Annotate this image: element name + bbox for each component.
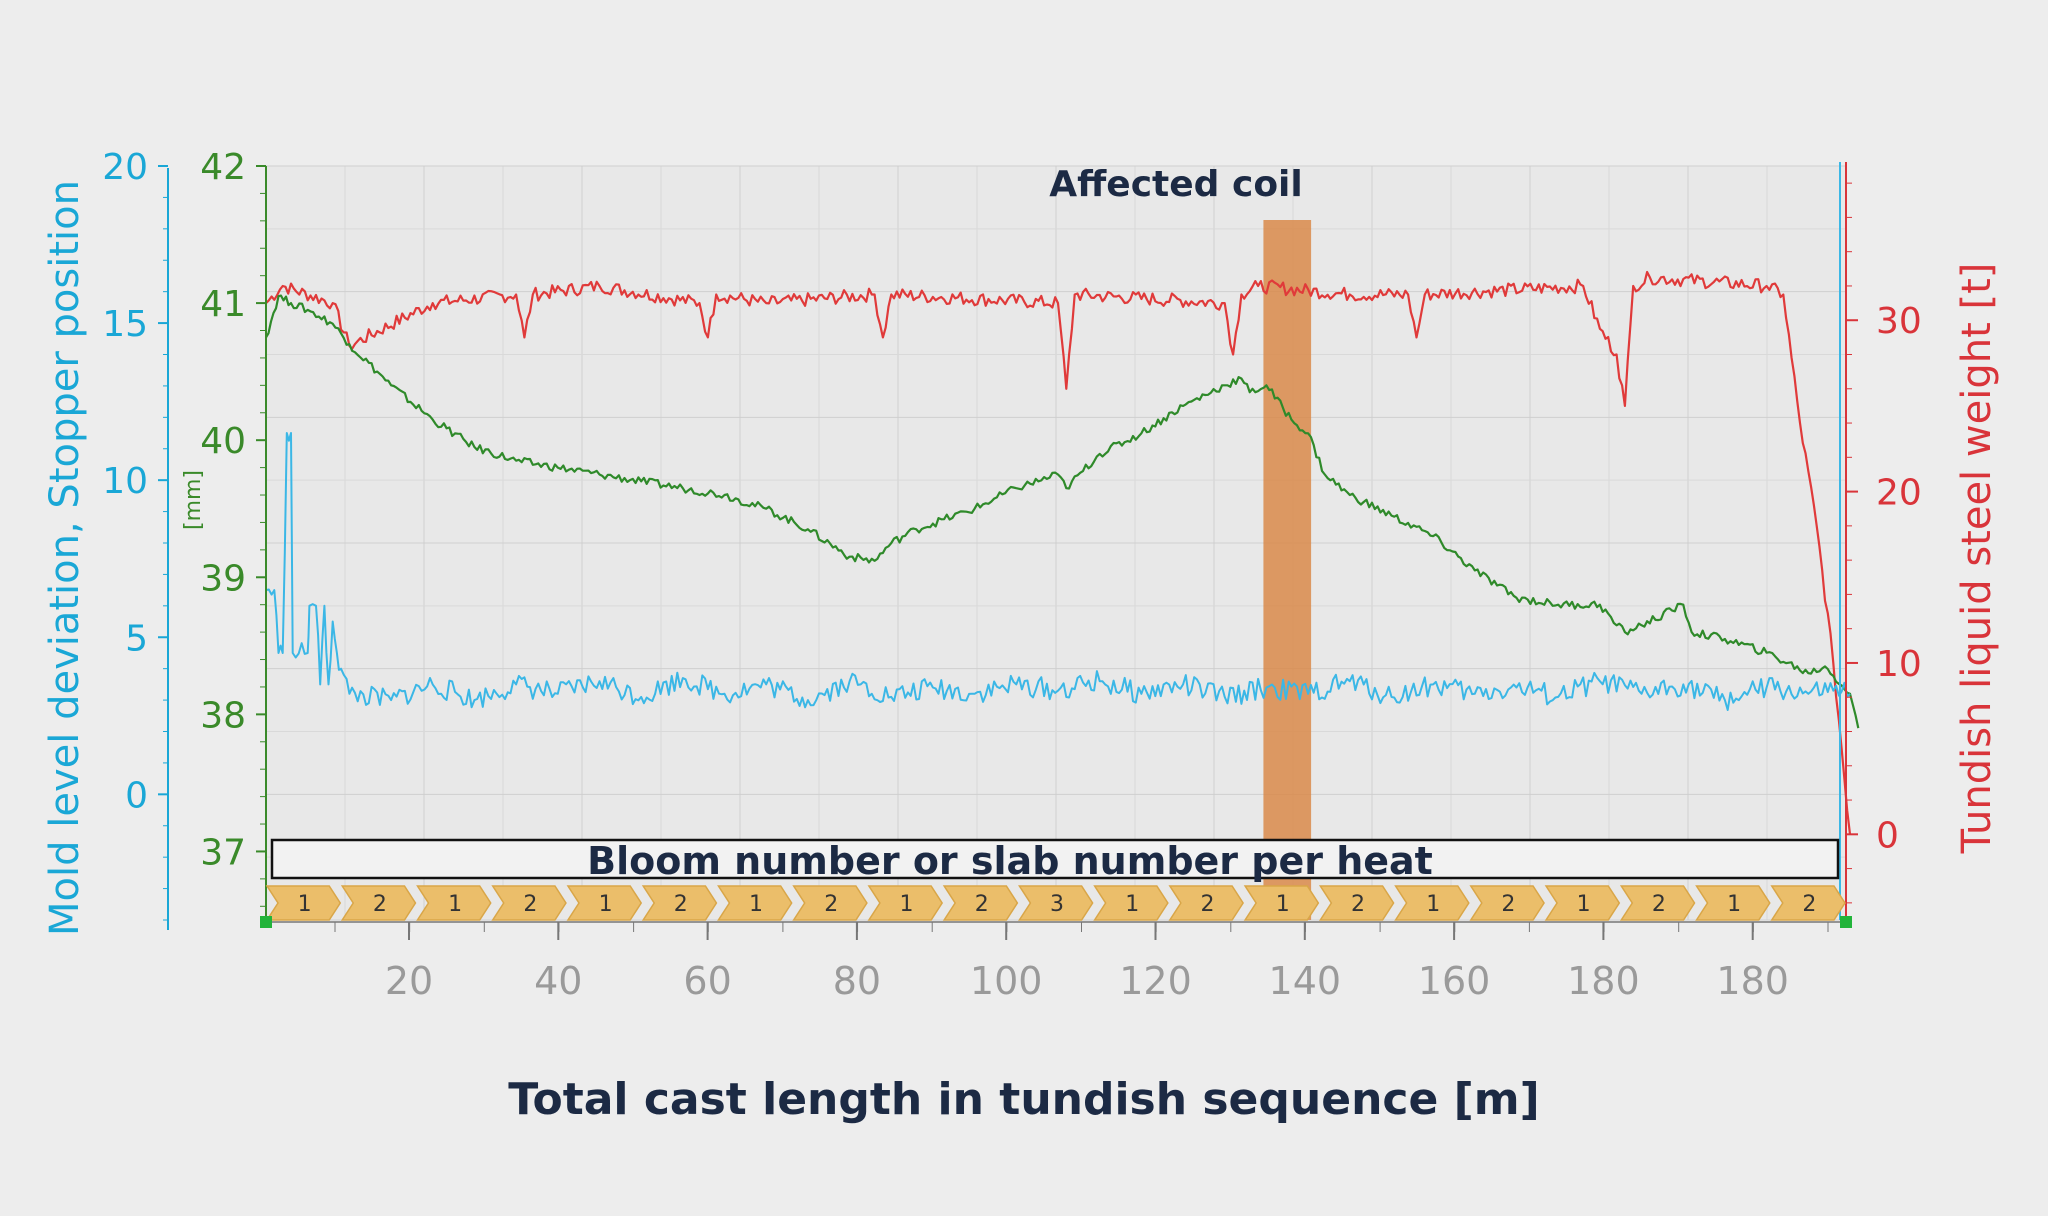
bloom-segment-number: 1: [1727, 892, 1741, 917]
affected-region: [1263, 220, 1312, 920]
left-inner-tick-label: 41: [200, 284, 246, 325]
bloom-segment: [942, 885, 1019, 921]
bloom-segment-number: 1: [749, 892, 763, 917]
bloom-segment-number: 3: [1050, 892, 1064, 917]
left-outer-tick-label: 20: [102, 147, 148, 188]
bloom-segment-number: 1: [298, 892, 312, 917]
bloom-segment: [792, 885, 868, 921]
x-axis-label: Total cast length in tundish sequence [m…: [508, 1074, 1539, 1125]
grid: [265, 165, 1847, 921]
x-tick-label: 120: [1119, 959, 1192, 1003]
affected-coil-band: [1263, 220, 1312, 920]
bloom-segment: [265, 885, 342, 921]
x-tick-label: 20: [385, 959, 433, 1003]
bloom-segment: [1168, 885, 1244, 921]
bloom-segment-number: 2: [1652, 892, 1666, 917]
left-inner-tick-label: 42: [200, 147, 246, 188]
bloom-segment-number: 1: [1276, 892, 1290, 917]
bloom-segment-number: 2: [1200, 892, 1214, 917]
left-outer-tick-label: 15: [102, 304, 148, 345]
bloom-segment: [1544, 885, 1621, 921]
x-tick-label: 100: [970, 959, 1043, 1003]
x-tick-label: 160: [1418, 959, 1491, 1003]
bloom-segment: [1243, 885, 1320, 921]
bloom-bar: Bloom number or slab number per heat 1 2 1 2…: [260, 838, 1852, 928]
left-outer-tick-label: 0: [125, 775, 148, 816]
bloom-segment-number: 2: [523, 892, 537, 917]
bloom-segment-number: 1: [599, 892, 613, 917]
bloom-segment-number: 2: [1802, 892, 1816, 917]
bloom-end-marker: [1840, 916, 1852, 928]
x-tick-label: 180: [1716, 959, 1789, 1003]
bloom-segment: [717, 885, 793, 921]
series-line-steel-weight: [265, 270, 1852, 835]
bloom-segment-number: 1: [900, 892, 914, 917]
left-inner-tick-label: 37: [200, 832, 246, 873]
bloom-segment-number: 1: [1577, 892, 1591, 917]
right-tick-label: 10: [1876, 644, 1922, 685]
bloom-segment: [1394, 885, 1470, 921]
bloom-segment-number: 1: [1426, 892, 1440, 917]
right-tick-label: 30: [1876, 301, 1922, 342]
x-tick-label: 40: [534, 959, 582, 1003]
left-outer-axis-label: Mold level deviation, Stopper position: [42, 180, 88, 936]
right-axis-label: Tundish liquid steel weight [t]: [1954, 263, 2000, 855]
bloom-label: Bloom number or slab number per heat: [587, 839, 1433, 883]
bloom-segment-number: 2: [824, 892, 838, 917]
bloom-start-marker: [260, 916, 272, 928]
x-tick-label: 60: [683, 959, 731, 1003]
bloom-segment-number: 1: [1125, 892, 1139, 917]
bloom-segment: [1093, 885, 1169, 921]
bloom-segment: [641, 885, 718, 921]
bloom-segment-number: 2: [373, 892, 387, 917]
left-inner-tick-label: 40: [200, 421, 246, 462]
left-inner-tick-label: 39: [200, 558, 246, 599]
bloom-segment-number: 2: [1501, 892, 1515, 917]
series-line-mold-level: [265, 432, 1851, 711]
bloom-segment: [1695, 885, 1771, 921]
bloom-segment: [566, 885, 643, 921]
bloom-segment-number: 1: [448, 892, 462, 917]
bloom-segment-number: 2: [674, 892, 688, 917]
left-outer-tick-label: 10: [102, 461, 148, 502]
bloom-segment-number: 2: [1351, 892, 1365, 917]
left-inner-axis-label: [mm]: [181, 470, 206, 530]
bloom-segment: [416, 885, 492, 921]
bloom-segment: [1018, 885, 1094, 921]
bloom-segment: [491, 885, 567, 921]
bloom-segment: [1469, 885, 1545, 921]
right-tick-label: 20: [1876, 473, 1922, 514]
x-tick-label: 80: [833, 959, 881, 1003]
left-inner-tick-label: 38: [200, 695, 246, 736]
bloom-segment: [867, 885, 944, 921]
right-tick-label: 0: [1876, 815, 1899, 856]
x-tick-label: 180: [1567, 959, 1640, 1003]
chart-title: Affected coil: [1049, 164, 1302, 205]
x-tick-label: 140: [1269, 959, 1342, 1003]
bloom-segment-number: 2: [975, 892, 989, 917]
bloom-segment: [1318, 885, 1395, 921]
bloom-segment: [1770, 885, 1846, 921]
bloom-segment: [340, 885, 417, 921]
series-line-green: [265, 294, 1860, 729]
series-layer: [265, 270, 1860, 835]
bloom-segment: [1619, 885, 1696, 921]
bloom-label-box: [270, 838, 1840, 880]
left-outer-tick-label: 5: [125, 618, 148, 659]
